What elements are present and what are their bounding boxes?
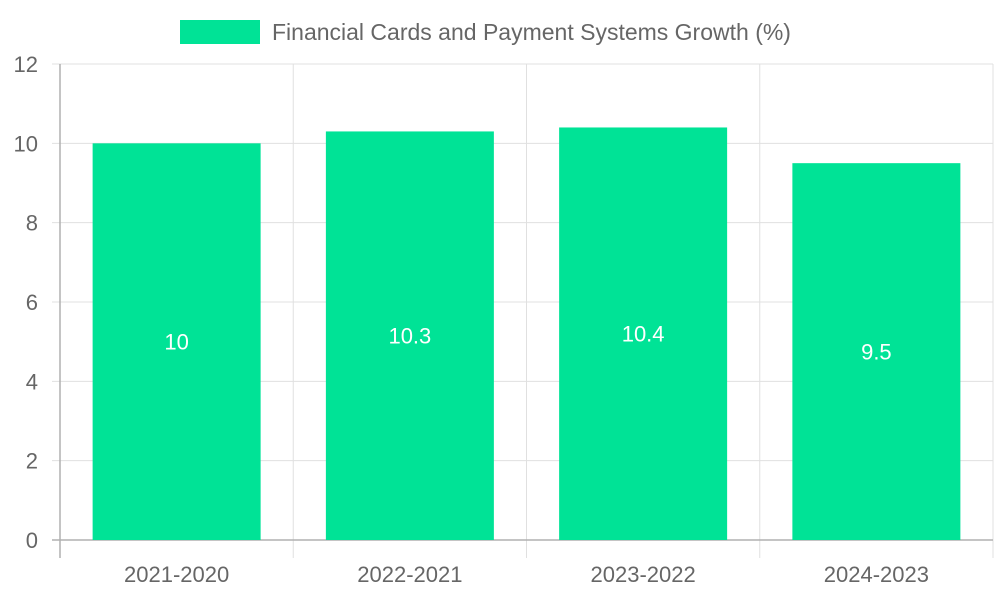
bar[interactable] [325, 131, 494, 540]
data-label: 10 [164, 330, 188, 355]
x-tick-label: 2022-2021 [357, 562, 462, 587]
x-tick-label: 2023-2022 [591, 562, 696, 587]
labels-layer: 10 10.3 10.4 9.5 [164, 322, 891, 365]
x-tick-label: 2021-2020 [124, 562, 229, 587]
y-tick-label: 12 [14, 52, 38, 77]
legend-swatch [180, 20, 260, 44]
legend[interactable]: Financial Cards and Payment Systems Grow… [180, 19, 791, 45]
legend-label: Financial Cards and Payment Systems Grow… [272, 19, 791, 45]
data-label: 10.3 [388, 324, 431, 349]
bar[interactable] [792, 163, 961, 540]
y-tick-label: 8 [26, 211, 38, 236]
x-tick-label: 2024-2023 [824, 562, 929, 587]
y-tick-label: 10 [14, 131, 38, 156]
data-label: 9.5 [861, 340, 892, 365]
data-label: 10.4 [622, 322, 665, 347]
bars-layer [92, 127, 961, 541]
y-tick-label: 0 [26, 528, 38, 553]
y-tick-label: 2 [26, 449, 38, 474]
bar[interactable] [559, 127, 728, 540]
y-tick-label: 6 [26, 290, 38, 315]
axis-layer: 0 2 4 6 8 10 12 2021-2020 2022-2021 2023-2022 2024… [14, 52, 993, 587]
bar[interactable] [92, 143, 261, 541]
y-tick-label: 4 [26, 369, 38, 394]
